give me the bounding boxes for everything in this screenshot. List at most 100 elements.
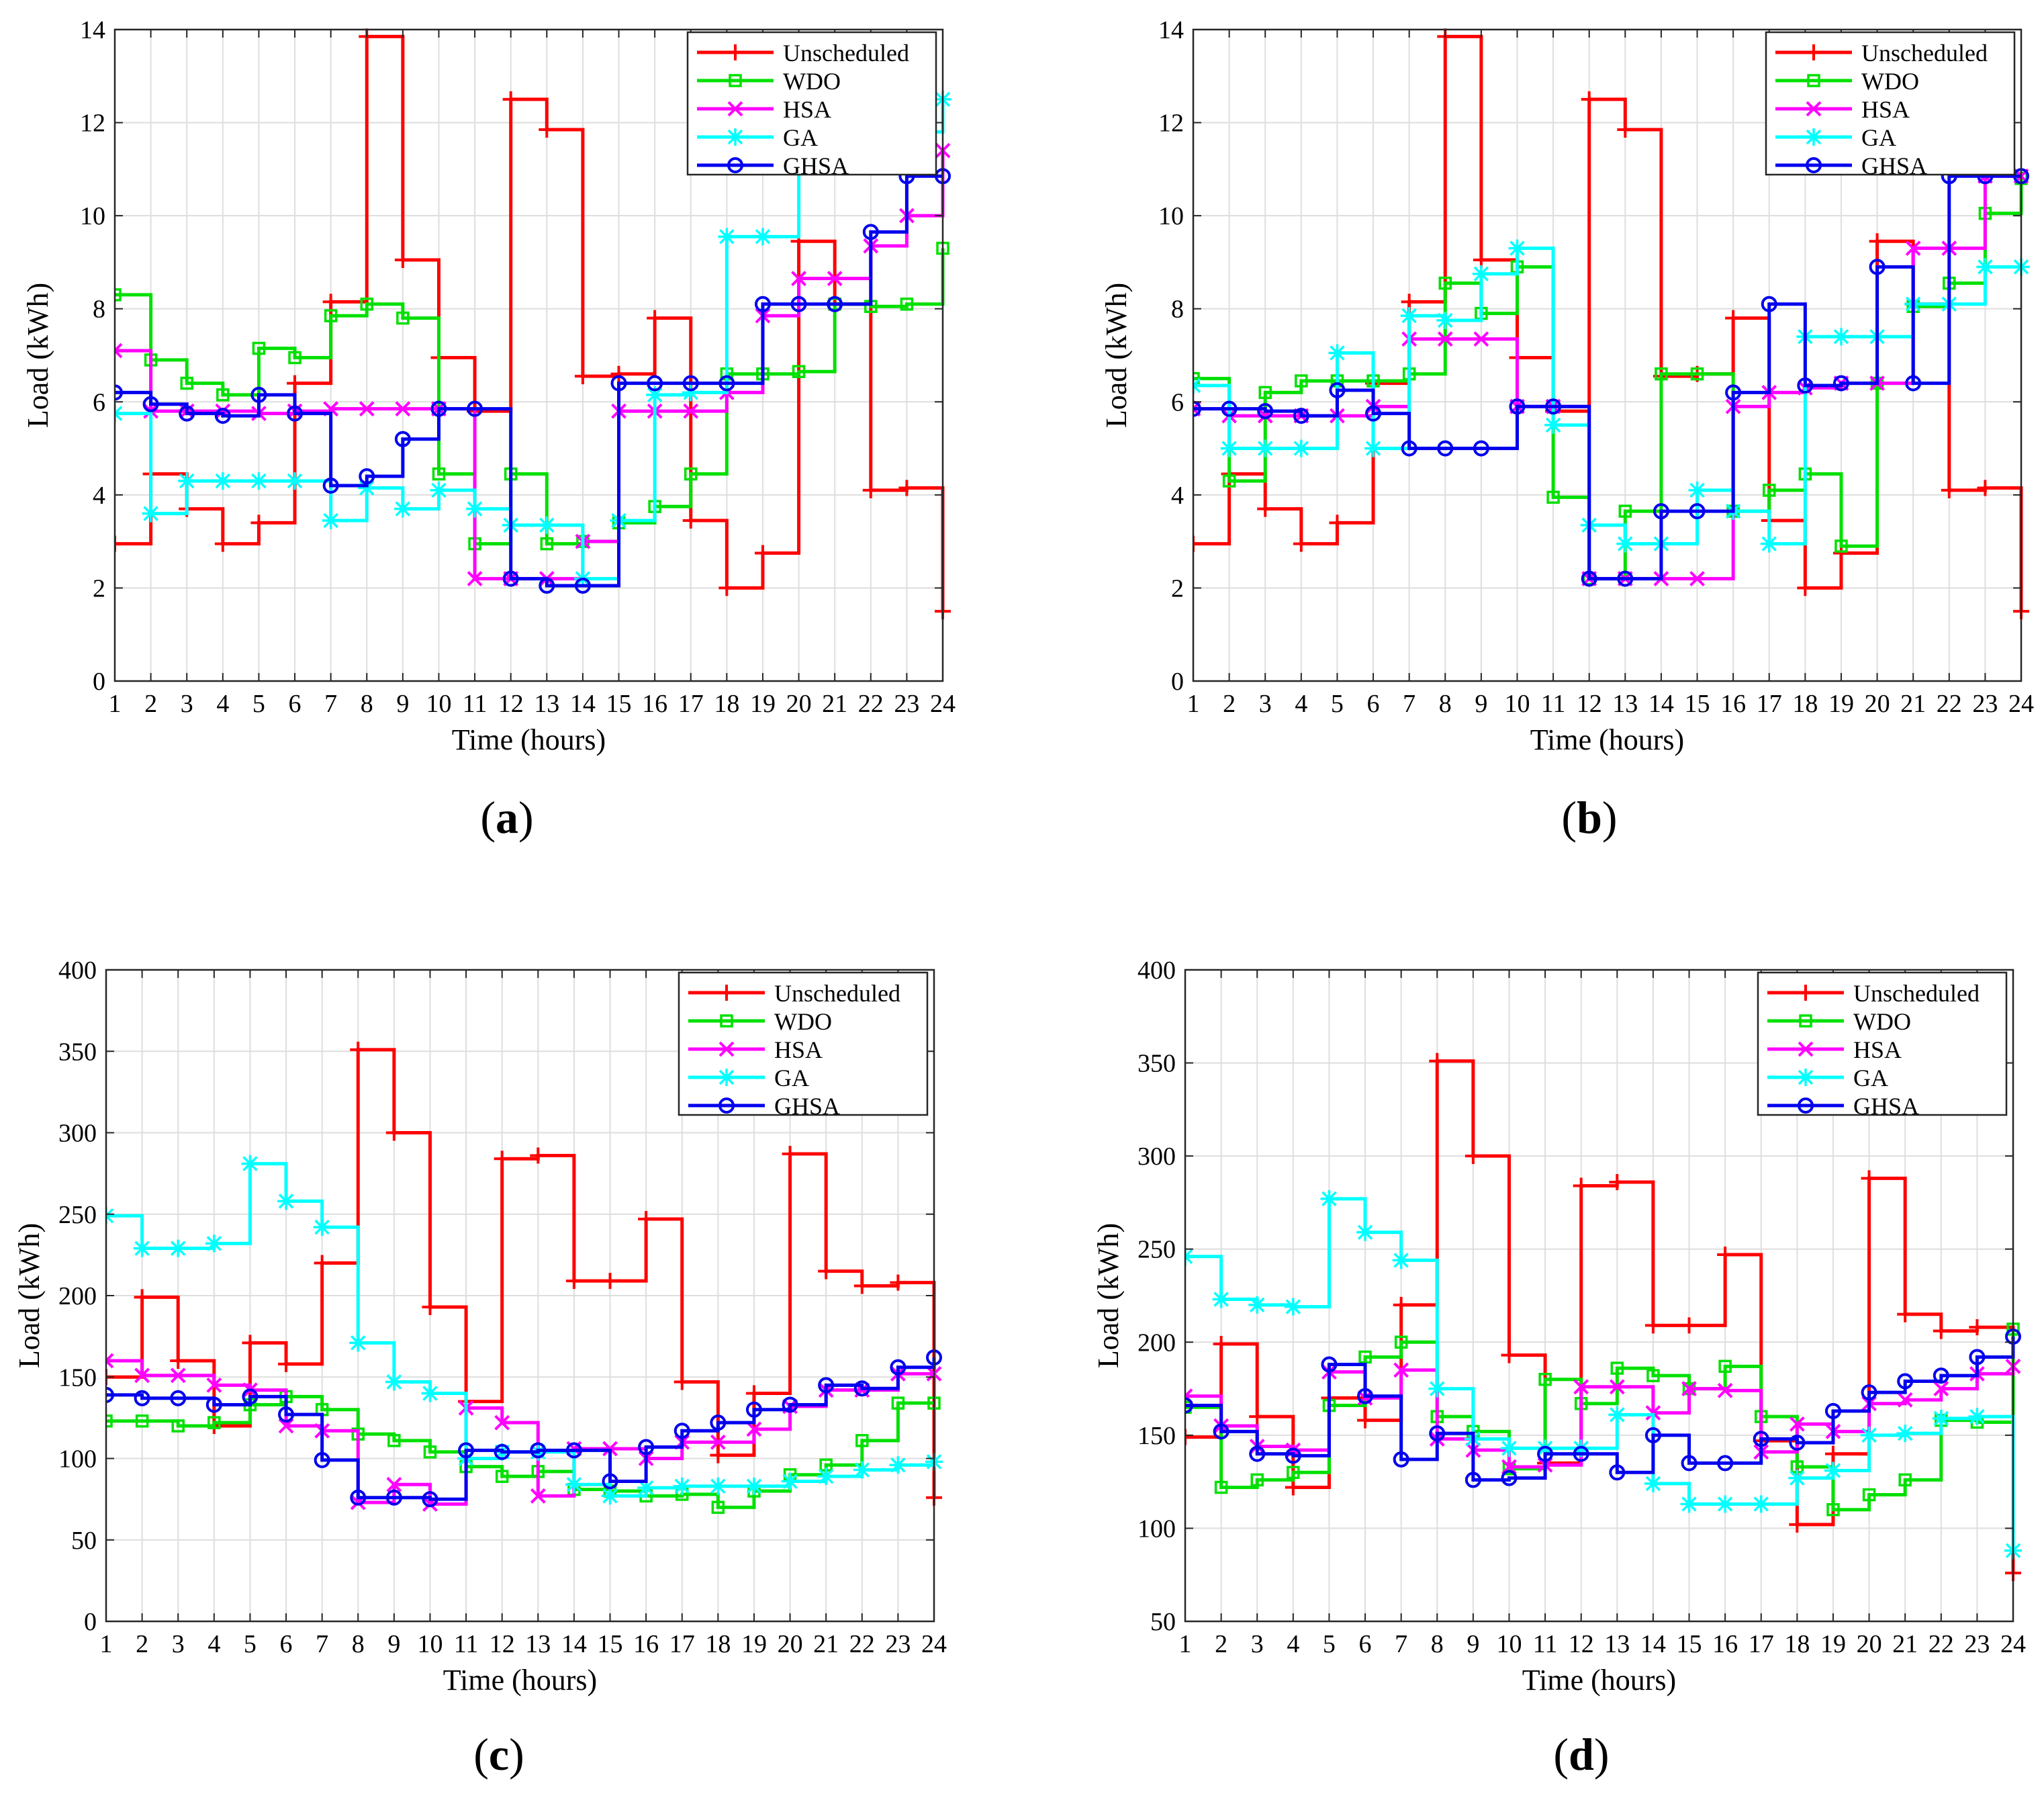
legend-label: GA <box>774 1065 809 1091</box>
x-tick-label: 16 <box>1720 690 1746 718</box>
data-point-unscheduled <box>1789 1516 1806 1533</box>
x-tick-label: 18 <box>1792 690 1818 718</box>
data-point-ga <box>1896 1425 1914 1443</box>
x-tick-label: 11 <box>463 690 487 718</box>
y-tick-label: 150 <box>58 1363 97 1392</box>
x-tick-label: 23 <box>1972 690 1998 718</box>
data-point-unscheduled <box>278 1355 295 1372</box>
y-tick-label: 200 <box>1137 1329 1176 1357</box>
data-point-ga <box>646 386 664 404</box>
data-point-ga <box>1616 535 1634 553</box>
data-point-ghsa <box>818 1377 835 1394</box>
data-point-wdo <box>495 1470 509 1483</box>
data-point-ga <box>1292 439 1310 457</box>
data-point-wdo <box>1826 1502 1840 1517</box>
legend-label: GA <box>1861 124 1896 151</box>
data-point-hsa <box>683 403 699 419</box>
legend-marker <box>1797 1069 1814 1086</box>
data-point-hsa <box>1689 571 1705 586</box>
data-point-unscheduled <box>638 1211 655 1228</box>
data-point-wdo <box>1438 276 1452 290</box>
x-tick-label: 18 <box>714 690 739 718</box>
data-point-ghsa <box>1832 375 1849 392</box>
data-point-ghsa <box>1753 1431 1769 1447</box>
data-point-unscheduled <box>1681 1317 1698 1334</box>
series-ghsa <box>115 168 951 594</box>
x-tick-label: 2 <box>1223 690 1236 718</box>
x-tick-label: 14 <box>570 690 596 718</box>
legend-label: GHSA <box>1853 1093 1919 1120</box>
data-point-ghsa <box>467 400 483 417</box>
x-tick-label: 16 <box>642 690 667 718</box>
data-point-unscheduled <box>502 91 519 107</box>
data-point-ga <box>1788 1469 1806 1487</box>
data-point-ghsa <box>106 1386 114 1403</box>
data-point-unscheduled <box>539 121 555 138</box>
series-line-wdo <box>115 248 945 546</box>
data-point-unscheduled <box>1869 233 1886 250</box>
x-tick-label: 18 <box>705 1630 731 1658</box>
y-tick-label: 2 <box>1171 574 1184 602</box>
legend-marker <box>718 1041 735 1057</box>
x-tick-label: 23 <box>1964 1630 1990 1658</box>
data-point-unscheduled <box>647 310 663 326</box>
legend-label: GA <box>1853 1065 1888 1091</box>
data-point-wdo <box>106 1414 113 1428</box>
x-tick-label: 13 <box>1604 1630 1630 1658</box>
x-tick-label: 15 <box>1685 690 1710 718</box>
data-point-hsa <box>1933 1381 1949 1396</box>
x-tick-label: 13 <box>525 1630 551 1658</box>
axes-box-d <box>1184 969 2014 1623</box>
data-point-unscheduled <box>1393 1296 1409 1313</box>
x-tick-label: 6 <box>280 1630 293 1658</box>
x-tick-label: 24 <box>2000 1630 2026 1658</box>
data-point-wdo <box>1546 490 1560 504</box>
x-tick-label: 12 <box>1569 1630 1594 1658</box>
data-point-ghsa <box>1393 1451 1409 1468</box>
legend-label: GA <box>783 124 818 151</box>
data-point-wdo <box>360 298 374 311</box>
x-tick-label: 14 <box>1640 1630 1666 1658</box>
data-point-wdo <box>171 1419 185 1433</box>
data-point-ga <box>1428 1380 1446 1398</box>
data-point-ghsa <box>115 384 123 401</box>
data-point-ghsa <box>287 405 304 422</box>
x-tick-label: 14 <box>1648 690 1674 718</box>
x-tick-label: 22 <box>1929 1630 1954 1658</box>
data-point-ga <box>286 472 304 490</box>
data-point-ghsa <box>430 400 447 417</box>
data-point-ga <box>718 228 736 246</box>
x-tick-label: 18 <box>1784 1630 1810 1658</box>
data-point-unscheduled <box>745 1385 762 1402</box>
legend-marker <box>1806 101 1822 117</box>
data-point-unscheduled <box>1644 1317 1661 1334</box>
x-tick-label: 12 <box>490 1630 515 1658</box>
y-tick-label: 8 <box>93 296 105 324</box>
data-point-hsa <box>791 271 806 287</box>
data-point-ghsa <box>350 1489 367 1506</box>
data-point-wdo <box>135 1414 149 1428</box>
data-point-hsa <box>278 1418 294 1434</box>
data-point-unscheduled <box>862 482 879 498</box>
x-tick-label: 1 <box>1179 1630 1192 1658</box>
x-tick-label: 5 <box>1331 690 1344 718</box>
data-point-wdo <box>891 1396 905 1410</box>
data-point-unscheduled <box>1249 1408 1266 1425</box>
data-point-hsa <box>1473 331 1489 347</box>
x-tick-label: 14 <box>561 1630 587 1658</box>
chart-panel-d: 1 2 3 4 5 6 7 8 9 10 11 12 13 14 15 16 17 18 19 20 21 22 23 245… <box>1092 956 2026 1780</box>
y-axis-label: Load (kWh) <box>13 1223 46 1368</box>
x-tick-label: 12 <box>1577 690 1602 718</box>
data-point-ga <box>1212 1290 1230 1308</box>
data-point-hsa <box>1897 1392 1913 1408</box>
series-ghsa <box>1193 168 2029 587</box>
x-tick-label: 10 <box>426 690 451 718</box>
data-point-wdo <box>1718 1359 1732 1374</box>
x-tick-label: 22 <box>858 690 884 718</box>
data-point-ghsa <box>1869 259 1886 275</box>
data-point-unscheduled <box>818 1263 835 1279</box>
y-tick-label: 50 <box>1150 1608 1176 1636</box>
